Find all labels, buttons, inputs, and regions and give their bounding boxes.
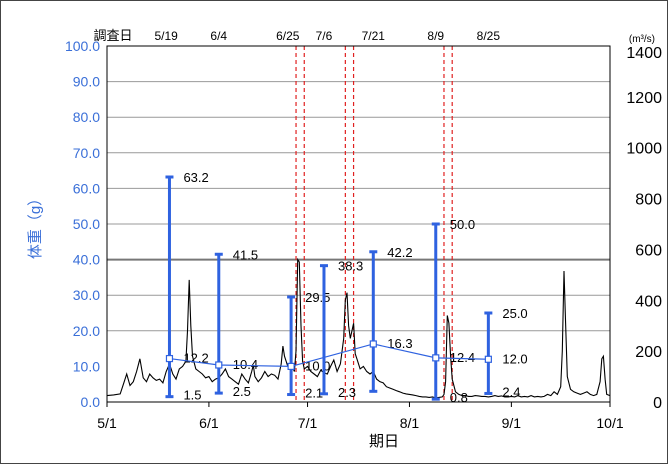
survey-date-label: 8/9 (427, 29, 444, 43)
min-value-label: 2.5 (233, 384, 251, 399)
y-tick-right-label: 600 (635, 242, 662, 259)
y-tick-right-label: 1400 (626, 45, 662, 62)
min-value-label: 2.1 (305, 386, 323, 401)
x-tick-label: 6/1 (199, 415, 219, 431)
mean-value-label: 12.0 (502, 351, 527, 366)
survey-date-label: 8/25 (477, 29, 501, 43)
mean-marker (287, 362, 295, 370)
mean-value-label: 10.4 (233, 357, 258, 372)
y-tick-left-label: 90.0 (73, 74, 100, 90)
mean-value-label: 10.0 (305, 358, 330, 373)
min-value-label: 2.4 (502, 384, 520, 399)
y-axis-left: 0.0 10.0 20.0 30.0 40.0 50.0 60.0 70.0 80.0 90.0 1… (65, 38, 100, 410)
mean-marker (165, 354, 174, 363)
survey-date-title: 調査日 (93, 28, 132, 43)
max-value-label: 38.3 (338, 259, 363, 274)
x-tick-label: 9/1 (502, 415, 522, 431)
y-axis-left-title: 体重（g） (27, 191, 44, 259)
y-tick-right-label: 1200 (626, 90, 662, 107)
y-axis-right: 0 200 400 600 800 1000 1200 1400 (626, 45, 662, 412)
plot-frame (106, 45, 611, 403)
mean-value-label: 16.3 (387, 336, 412, 351)
y-tick-left-label: 50.0 (73, 216, 100, 232)
y-tick-left-label: 10.0 (73, 358, 100, 374)
y-tick-right-label: 200 (635, 344, 662, 361)
max-value-label: 25.0 (502, 306, 527, 321)
max-value-label: 63.2 (183, 170, 208, 185)
y-tick-left-label: 40.0 (73, 252, 100, 268)
x-axis: 5/1 6/1 7/1 8/1 9/1 10/1 (97, 402, 624, 431)
weight-range-layer: 63.2 1.5 12.2 41.5 2.5 10.4 29.5 2.1 10.0 38.3 2.3… (165, 170, 528, 405)
min-value-label: 0.8 (450, 390, 468, 405)
max-value-label: 29.5 (305, 290, 330, 305)
y-tick-left-label: 70.0 (73, 145, 100, 161)
y-tick-left-label: 60.0 (73, 180, 100, 196)
survey-date-label: 6/4 (210, 29, 227, 43)
survey-date-label: 7/6 (316, 29, 333, 43)
survey-date-label: 6/25 (276, 29, 300, 43)
survey-date-label: 5/19 (154, 29, 178, 43)
min-value-label: 1.5 (183, 388, 201, 403)
y-tick-left-label: 80.0 (73, 109, 100, 125)
x-axis-title: 期日 (369, 433, 399, 450)
max-value-label: 41.5 (233, 247, 258, 262)
y-tick-left-label: 0.0 (81, 394, 101, 410)
y-tick-left-label: 20.0 (73, 323, 100, 339)
y-tick-right-label: 0 (653, 395, 662, 412)
y-axis-right-unit: (m³/s) (629, 34, 655, 45)
x-tick-label: 7/1 (298, 415, 318, 431)
max-value-label: 42.2 (387, 245, 412, 260)
y-tick-left-label: 30.0 (73, 287, 100, 303)
mean-value-label: 12.2 (183, 351, 208, 366)
y-tick-right-label: 800 (635, 192, 662, 209)
y-tick-right-label: 1000 (626, 141, 662, 158)
x-tick-label: 5/1 (97, 415, 117, 431)
mean-marker (484, 355, 492, 363)
max-value-label: 50.0 (450, 217, 475, 232)
survey-dates: 5/19 6/4 6/25 7/6 7/21 8/9 8/25 (154, 29, 500, 43)
discharge-layer (106, 257, 611, 399)
discharge-series-line (106, 257, 611, 399)
mean-value-label: 12.4 (450, 350, 475, 365)
y-tick-left-label: 100.0 (65, 38, 100, 54)
x-tick-label: 10/1 (596, 415, 623, 431)
min-value-label: 2.3 (338, 385, 356, 400)
mean-marker (369, 340, 377, 348)
mean-line (169, 343, 489, 368)
y-tick-right-label: 400 (635, 293, 662, 310)
survey-date-label: 7/21 (362, 29, 386, 43)
mean-marker (432, 354, 440, 362)
x-tick-label: 8/1 (400, 415, 420, 431)
mean-marker (215, 361, 223, 369)
